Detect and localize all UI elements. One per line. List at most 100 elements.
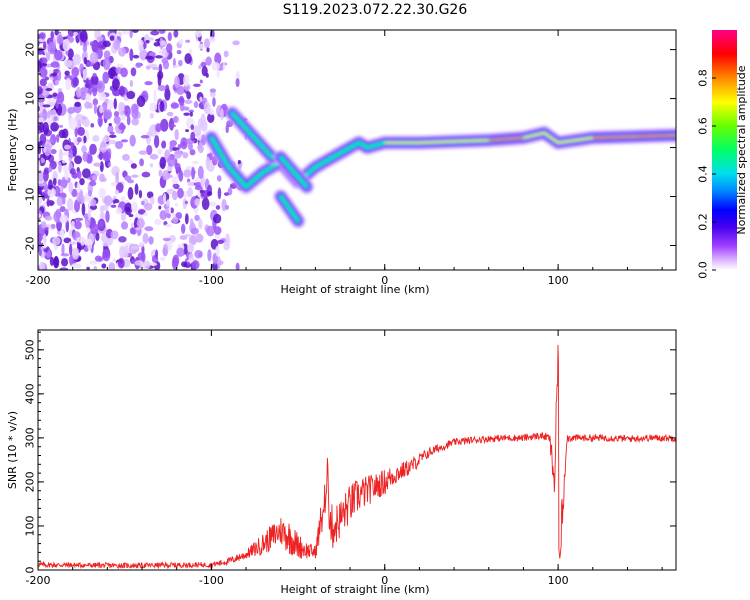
- noise-blob: [161, 57, 169, 64]
- noise-blob: [149, 163, 154, 168]
- noise-blob: [74, 101, 81, 108]
- noise-blob: [131, 30, 139, 33]
- noise-blob: [145, 65, 151, 70]
- noise-blob: [187, 187, 193, 198]
- noise-blob: [150, 262, 158, 266]
- noise-blob: [120, 211, 127, 221]
- noise-blob: [183, 112, 190, 116]
- noise-blob: [144, 202, 153, 211]
- noise-blob: [86, 226, 90, 232]
- noise-blob: [214, 52, 222, 65]
- noise-blob: [158, 50, 163, 54]
- noise-blob: [44, 226, 49, 231]
- noise-blob: [195, 30, 202, 38]
- noise-blob: [79, 30, 88, 43]
- noise-blob: [157, 148, 163, 155]
- noise-blob: [79, 177, 85, 186]
- noise-blob: [54, 79, 60, 86]
- noise-blob: [49, 256, 54, 266]
- noise-blob: [58, 124, 64, 128]
- noise-blob: [128, 159, 134, 164]
- noise-blob: [73, 31, 79, 36]
- noise-blob: [38, 112, 45, 117]
- noise-blob: [139, 241, 146, 245]
- noise-blob: [109, 131, 115, 135]
- noise-blob: [43, 233, 47, 244]
- noise-blob: [43, 167, 50, 175]
- noise-blob: [60, 179, 68, 188]
- noise-blob: [132, 54, 140, 59]
- noise-blob: [187, 181, 195, 187]
- noise-blob: [89, 180, 97, 187]
- noise-blob: [66, 198, 74, 211]
- noise-blob: [178, 170, 184, 182]
- noise-blob: [108, 134, 117, 138]
- noise-blob: [148, 51, 157, 57]
- noise-blob: [197, 43, 205, 50]
- noise-blob: [112, 258, 117, 263]
- noise-blob: [194, 214, 200, 221]
- noise-blob: [103, 50, 111, 60]
- noise-blob: [70, 220, 76, 230]
- noise-blob: [138, 189, 143, 199]
- noise-blob: [115, 171, 119, 185]
- noise-blob: [57, 69, 62, 82]
- noise-blob: [50, 30, 55, 40]
- noise-blob: [85, 220, 90, 227]
- noise-blob: [68, 243, 73, 256]
- noise-blob: [47, 187, 56, 198]
- noise-blob: [71, 263, 80, 269]
- noise-blob: [127, 179, 135, 184]
- noise-blob: [157, 73, 162, 87]
- noise-blob: [45, 52, 51, 61]
- noise-blob: [55, 134, 60, 143]
- noise-blob: [56, 34, 64, 45]
- spectrogram-y-label: Frequency (Hz): [6, 109, 19, 192]
- noise-blob: [54, 30, 59, 36]
- noise-blob: [135, 227, 141, 231]
- noise-blob: [92, 84, 98, 97]
- noise-blob: [217, 187, 222, 200]
- noise-blob: [173, 116, 178, 123]
- noise-blob: [203, 101, 211, 115]
- noise-blob: [64, 74, 73, 81]
- noise-blob: [120, 221, 129, 230]
- colorbar-tick-label: 0.8: [697, 69, 710, 87]
- noise-blob: [204, 38, 211, 49]
- noise-blob: [50, 76, 54, 81]
- noise-blob: [190, 227, 199, 235]
- noise-blob: [206, 225, 215, 237]
- noise-blob: [131, 174, 139, 178]
- noise-blob: [212, 96, 216, 107]
- noise-blob: [225, 204, 230, 210]
- noise-blob: [222, 61, 226, 71]
- noise-blob: [173, 64, 180, 68]
- noise-blob: [55, 99, 59, 109]
- noise-blob: [118, 85, 125, 96]
- noise-blob: [110, 204, 117, 208]
- noise-blob: [74, 220, 82, 230]
- noise-blob: [225, 124, 229, 134]
- noise-blob: [193, 101, 199, 109]
- noise-blob: [170, 102, 180, 109]
- noise-blob: [160, 40, 166, 47]
- noise-blob: [97, 116, 103, 127]
- noise-blob: [58, 161, 62, 174]
- noise-blob: [90, 198, 97, 207]
- noise-blob: [208, 36, 216, 43]
- noise-blob: [160, 118, 169, 132]
- noise-blob: [120, 67, 128, 78]
- noise-blob: [79, 63, 85, 74]
- noise-blob: [52, 92, 58, 97]
- noise-blob: [129, 227, 136, 235]
- noise-blob: [198, 64, 202, 70]
- noise-blob: [71, 188, 78, 198]
- noise-blob: [194, 250, 203, 259]
- noise-blob: [103, 109, 113, 120]
- noise-blob: [131, 260, 136, 264]
- noise-blob: [69, 149, 73, 159]
- noise-blob: [184, 233, 192, 238]
- noise-blob: [194, 185, 203, 191]
- noise-blob: [144, 81, 153, 86]
